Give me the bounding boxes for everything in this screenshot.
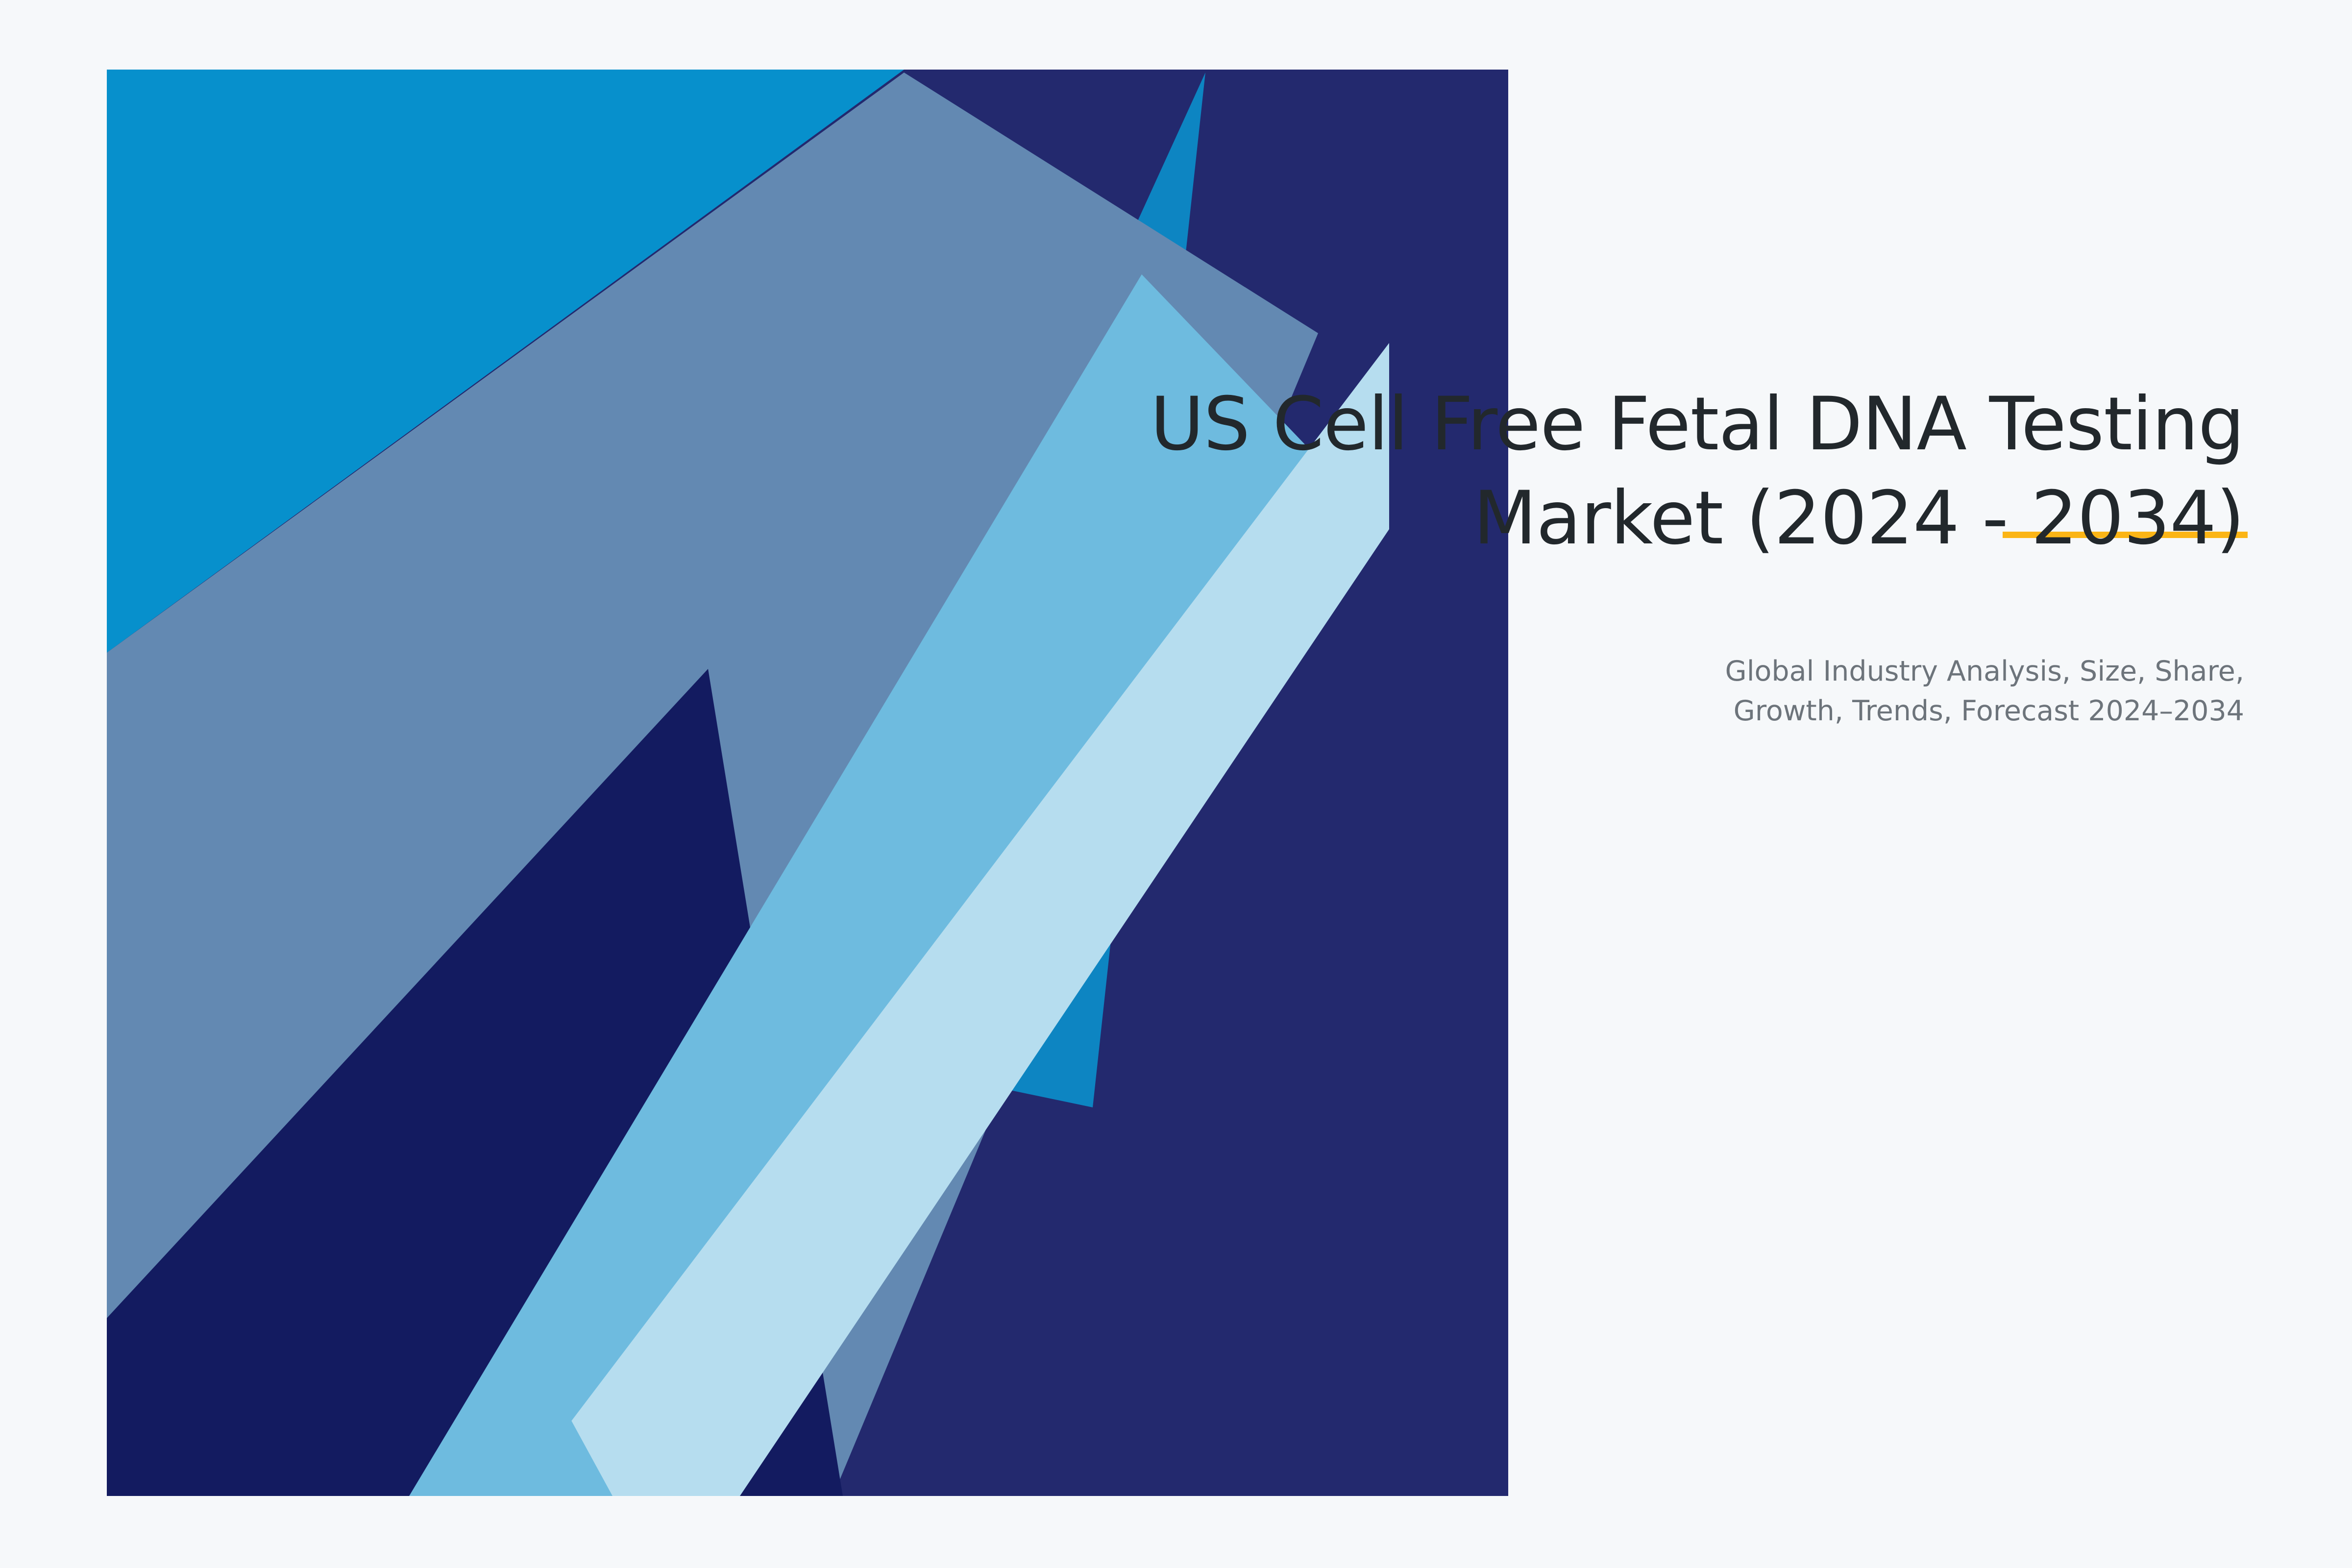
title-accent-underline [2003, 532, 2248, 538]
report-subtitle: Global Industry Analysis, Size, Share, G… [1725, 655, 2244, 727]
page-title: US Cell Free Fetal DNA Testing Market (2… [1150, 382, 2245, 561]
title-block: US Cell Free Fetal DNA Testing Market (2… [1068, 377, 2245, 565]
sky-blue-band-shape [409, 274, 1377, 1496]
pale-blue-sheet-shape [514, 343, 1389, 1496]
sky-blue-notch-shape [485, 1352, 612, 1496]
